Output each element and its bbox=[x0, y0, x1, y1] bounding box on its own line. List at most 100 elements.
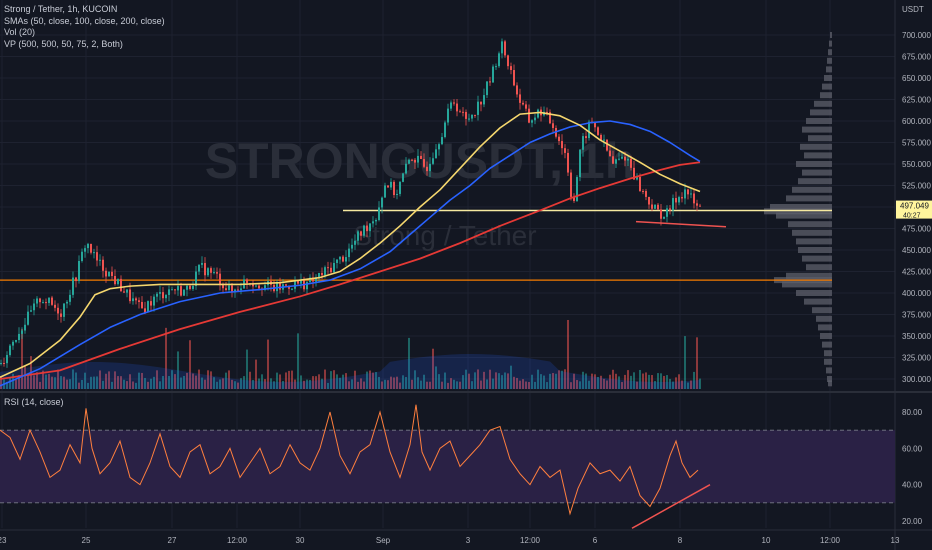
volume-profile-bar bbox=[782, 281, 832, 288]
volume-bar bbox=[252, 380, 254, 389]
candle-body bbox=[231, 285, 233, 292]
candle-body bbox=[396, 193, 398, 196]
candle bbox=[177, 279, 179, 296]
volume-profile-bar bbox=[824, 350, 832, 357]
candle bbox=[594, 121, 596, 132]
volume-bar bbox=[96, 376, 98, 389]
candle bbox=[174, 289, 176, 295]
candle bbox=[696, 199, 698, 211]
volume-bar bbox=[273, 381, 275, 389]
volume-bar bbox=[261, 374, 263, 389]
candle-body bbox=[306, 282, 308, 290]
candle-body bbox=[96, 252, 98, 261]
volume-bar bbox=[144, 377, 146, 389]
candle bbox=[645, 188, 647, 201]
candle bbox=[291, 288, 293, 291]
volume-bar bbox=[570, 382, 572, 389]
volume-bar bbox=[12, 373, 14, 389]
candle bbox=[663, 216, 665, 220]
candle-body bbox=[519, 94, 521, 103]
volume-bar bbox=[597, 376, 599, 389]
price-tick-label: 450.000 bbox=[902, 246, 931, 255]
candle bbox=[450, 100, 452, 111]
rsi-trendline bbox=[631, 484, 711, 529]
rsi-band bbox=[0, 430, 895, 503]
candle-body bbox=[198, 264, 200, 272]
volume-profile-bar bbox=[776, 212, 832, 219]
volume-bar bbox=[60, 376, 62, 389]
candle-body bbox=[339, 256, 341, 260]
candle bbox=[369, 223, 371, 237]
volume-bar bbox=[384, 379, 386, 389]
candle bbox=[363, 224, 365, 238]
candle-body bbox=[480, 101, 482, 105]
candle-body bbox=[525, 104, 527, 109]
candle-body bbox=[699, 205, 701, 207]
volume-bar bbox=[447, 382, 449, 389]
candle-body bbox=[216, 272, 218, 274]
candle-body bbox=[474, 114, 476, 116]
volume-profile-bar bbox=[800, 143, 832, 150]
volume-bar bbox=[624, 374, 626, 389]
candle-body bbox=[615, 159, 617, 164]
candle-body bbox=[225, 288, 227, 291]
volume-profile-bar bbox=[829, 40, 832, 47]
candle-body bbox=[492, 66, 494, 83]
volume-bar bbox=[180, 377, 182, 389]
candle bbox=[507, 54, 509, 70]
volume-bar bbox=[360, 378, 362, 389]
volume-bar bbox=[519, 380, 521, 389]
candle bbox=[294, 276, 296, 293]
candle bbox=[138, 297, 140, 309]
candle-body bbox=[0, 362, 2, 364]
candle bbox=[156, 291, 158, 303]
current-price-label: 497.049 bbox=[900, 202, 929, 211]
candle-body bbox=[468, 118, 470, 120]
volume-bar bbox=[651, 375, 653, 389]
volume-bar bbox=[522, 379, 524, 389]
volume-bar bbox=[174, 374, 176, 389]
candle-body bbox=[384, 185, 386, 198]
candle bbox=[210, 266, 212, 279]
candle bbox=[687, 188, 689, 200]
candle-body bbox=[84, 248, 86, 252]
volume-bar bbox=[417, 377, 419, 389]
volume-bar bbox=[657, 373, 659, 389]
volume-bar bbox=[285, 372, 287, 389]
candle-body bbox=[693, 193, 695, 204]
volume-bar bbox=[48, 373, 50, 389]
volume-profile-bar bbox=[818, 324, 832, 331]
candle-body bbox=[558, 136, 560, 142]
candle-body bbox=[516, 85, 518, 95]
candle bbox=[153, 294, 155, 312]
candle bbox=[84, 245, 86, 258]
price-tick-label: 425.000 bbox=[902, 268, 931, 277]
candle bbox=[567, 148, 569, 176]
candle-body bbox=[489, 81, 491, 83]
candle bbox=[228, 280, 230, 293]
candle-body bbox=[678, 197, 680, 203]
volume-bar bbox=[426, 381, 428, 389]
candle bbox=[117, 278, 119, 286]
candle bbox=[27, 305, 29, 326]
candle bbox=[492, 64, 494, 83]
volume-bar bbox=[348, 381, 350, 389]
candle bbox=[657, 202, 659, 211]
volume-bar bbox=[150, 378, 152, 389]
candle bbox=[219, 268, 221, 291]
volume-ma-area bbox=[0, 354, 700, 389]
volume-bar bbox=[501, 375, 503, 389]
candle-body bbox=[633, 167, 635, 180]
volume-bar bbox=[243, 376, 245, 389]
candle bbox=[114, 269, 116, 286]
candle bbox=[6, 351, 8, 368]
price-tick-label: 475.000 bbox=[902, 225, 931, 234]
candle-body bbox=[180, 286, 182, 296]
candle-body bbox=[165, 294, 167, 299]
candle bbox=[531, 119, 533, 128]
candle-body bbox=[3, 362, 5, 364]
candle bbox=[384, 182, 386, 198]
candle bbox=[72, 271, 74, 298]
candle-body bbox=[657, 204, 659, 210]
